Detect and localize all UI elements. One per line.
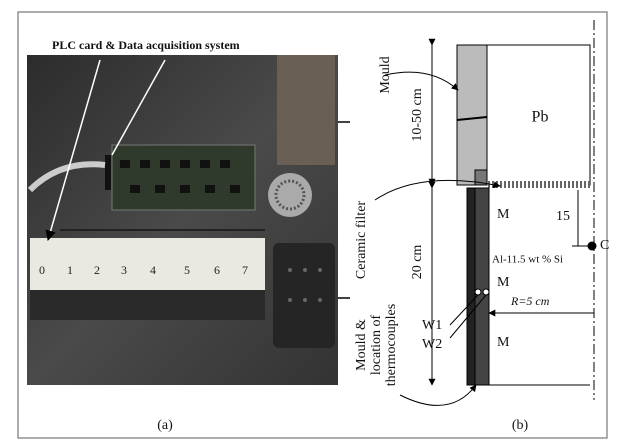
radius-label: R=5 cm (510, 294, 550, 308)
photo: PLC card & Data acquisition system 0 1 2… (27, 38, 350, 385)
caption-b: (b) (512, 418, 529, 433)
digit: 2 (94, 263, 100, 277)
digit: 5 (184, 263, 190, 277)
w1-label: W1 (422, 318, 442, 333)
depth-label: 15 (556, 209, 570, 224)
mould-location-line: thermocouples (384, 304, 399, 386)
digit: 1 (67, 263, 73, 277)
alloy-label: Al-11.5 wt % Si (492, 254, 563, 266)
caption-a: (a) (157, 418, 173, 433)
mould-location-line: location of (369, 315, 384, 376)
m-label: M (497, 207, 510, 222)
digit: 3 (121, 263, 127, 277)
point-c: C (600, 238, 609, 253)
height-bottom: 20 cm (410, 245, 425, 280)
mould-location-line: Mould & (354, 319, 369, 371)
pb-label: Pb (532, 109, 549, 126)
digit: 7 (242, 263, 248, 277)
photo-label: PLC card & Data acquisition system (52, 38, 240, 52)
m-label: M (497, 335, 510, 350)
mould-label: Mould (378, 56, 393, 93)
w2-label: W2 (422, 337, 442, 352)
digit: 6 (214, 263, 220, 277)
ceramic-filter-label: Ceramic filter (354, 201, 369, 279)
m-label: M (497, 275, 510, 290)
page: PLC card & Data acquisition system 0 1 2… (0, 0, 624, 445)
digit: 0 (39, 263, 45, 277)
figure: PLC card & Data acquisition system 0 1 2… (0, 0, 624, 445)
digit: 4 (150, 263, 156, 277)
height-top: 10-50 cm (410, 88, 425, 141)
